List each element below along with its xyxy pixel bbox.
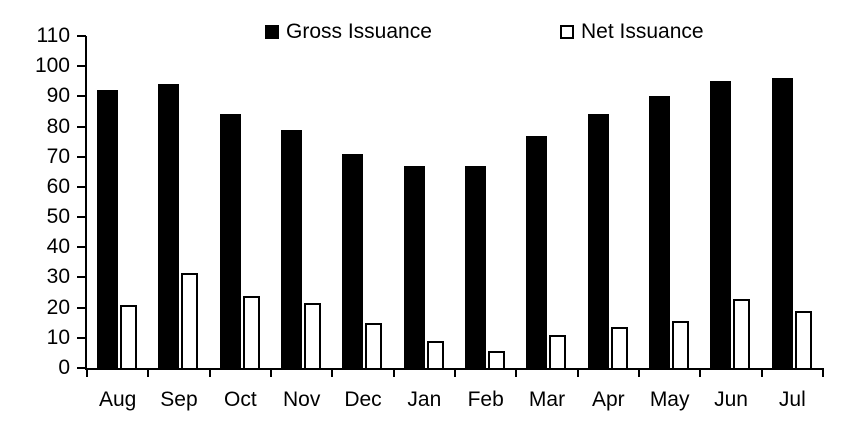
bar-net-issuance-jan — [426, 341, 444, 368]
bar-gross-issuance-jan — [403, 166, 425, 368]
y-axis-tick-label: 50 — [46, 205, 70, 229]
legend-item-gross-issuance: Gross Issuance — [265, 20, 432, 44]
x-axis-label-jul: Jul — [778, 388, 806, 411]
x-axis-label-apr: Apr — [591, 388, 625, 411]
x-axis-label-may: May — [649, 388, 690, 411]
bar-net-issuance-apr — [610, 327, 628, 368]
bar-gross-issuance-sep — [158, 84, 180, 368]
y-axis-tick — [77, 276, 86, 279]
y-axis-tick — [77, 185, 86, 188]
y-axis-tick-label: 60 — [46, 174, 70, 198]
bar-gross-issuance-dec — [342, 154, 364, 368]
y-axis-tick — [77, 336, 86, 339]
x-axis-tick — [515, 368, 518, 377]
y-axis-tick-label: 90 — [46, 84, 70, 108]
x-axis-label-oct: Oct — [223, 388, 257, 411]
legend-label-gross-issuance: Gross Issuance — [286, 20, 432, 43]
x-axis-label-aug: Aug — [98, 388, 137, 411]
bar-net-issuance-dec — [365, 323, 383, 368]
x-axis-tick — [760, 368, 763, 377]
x-axis-tick — [208, 368, 211, 377]
bar-gross-issuance-may — [649, 96, 670, 368]
bar-net-issuance-aug — [120, 305, 137, 368]
bar-net-issuance-jun — [733, 299, 751, 368]
y-axis-tick-label: 20 — [46, 295, 70, 319]
bar-gross-issuance-apr — [587, 114, 609, 368]
y-axis-tick-label: 10 — [46, 325, 70, 349]
y-axis-tick-label: 40 — [46, 235, 70, 259]
gross-issuance-swatch-icon — [265, 25, 279, 39]
y-axis-tick-label: 100 — [34, 54, 70, 78]
y-axis-tick — [77, 65, 86, 68]
y-axis-tick-label: 30 — [46, 265, 70, 289]
bar-gross-issuance-aug — [97, 90, 118, 368]
y-axis-tick-label: 80 — [46, 114, 70, 138]
bar-gross-issuance-oct — [219, 114, 241, 368]
y-axis-tick-label: 110 — [36, 24, 70, 47]
bar-gross-issuance-feb — [465, 166, 486, 368]
bar-net-issuance-feb — [488, 351, 505, 368]
x-axis-tick — [638, 368, 640, 377]
bar-gross-issuance-nov — [281, 130, 302, 368]
x-axis-tick — [699, 368, 702, 377]
legend-label-net-issuance: Net Issuance — [581, 20, 704, 43]
y-axis-line — [85, 36, 87, 370]
x-axis-label-feb: Feb — [467, 388, 504, 411]
x-axis-label-jun: Jun — [714, 388, 748, 411]
x-axis-tick — [392, 368, 395, 377]
legend-item-net-issuance: Net Issuance — [560, 20, 704, 44]
bar-gross-issuance-mar — [526, 136, 548, 368]
y-axis-tick — [77, 155, 86, 158]
bar-net-issuance-jul — [794, 311, 812, 368]
y-axis-tick-label: 0 — [58, 356, 70, 379]
x-axis-tick — [270, 368, 272, 377]
y-axis-tick — [77, 125, 86, 128]
x-axis-label-nov: Nov — [282, 388, 321, 411]
x-axis-label-sep: Sep — [160, 388, 198, 411]
bar-net-issuance-nov — [304, 303, 321, 368]
y-axis-tick — [77, 35, 86, 37]
y-axis-tick — [77, 216, 86, 219]
x-axis-label-dec: Dec — [344, 388, 382, 411]
y-axis-tick — [77, 95, 86, 98]
x-axis-tick — [576, 368, 579, 377]
bar-net-issuance-may — [672, 321, 689, 368]
y-axis-tick — [77, 306, 86, 309]
x-axis-tick — [147, 368, 150, 377]
x-axis-label-mar: Mar — [528, 388, 566, 411]
x-axis-label-jan: Jan — [407, 388, 442, 411]
x-axis-tick — [86, 368, 88, 377]
net-issuance-swatch-icon — [560, 25, 574, 39]
bar-net-issuance-sep — [181, 273, 199, 368]
y-axis-tick-label: 70 — [46, 144, 70, 168]
x-axis-tick — [822, 368, 824, 377]
y-axis-tick — [77, 367, 86, 369]
x-axis-tick — [454, 368, 456, 377]
bar-gross-issuance-jun — [710, 81, 732, 368]
y-axis-tick — [77, 246, 86, 249]
x-axis-tick — [331, 368, 334, 377]
bar-gross-issuance-jul — [771, 78, 793, 368]
bar-net-issuance-oct — [242, 296, 260, 368]
bar-net-issuance-mar — [549, 335, 567, 368]
